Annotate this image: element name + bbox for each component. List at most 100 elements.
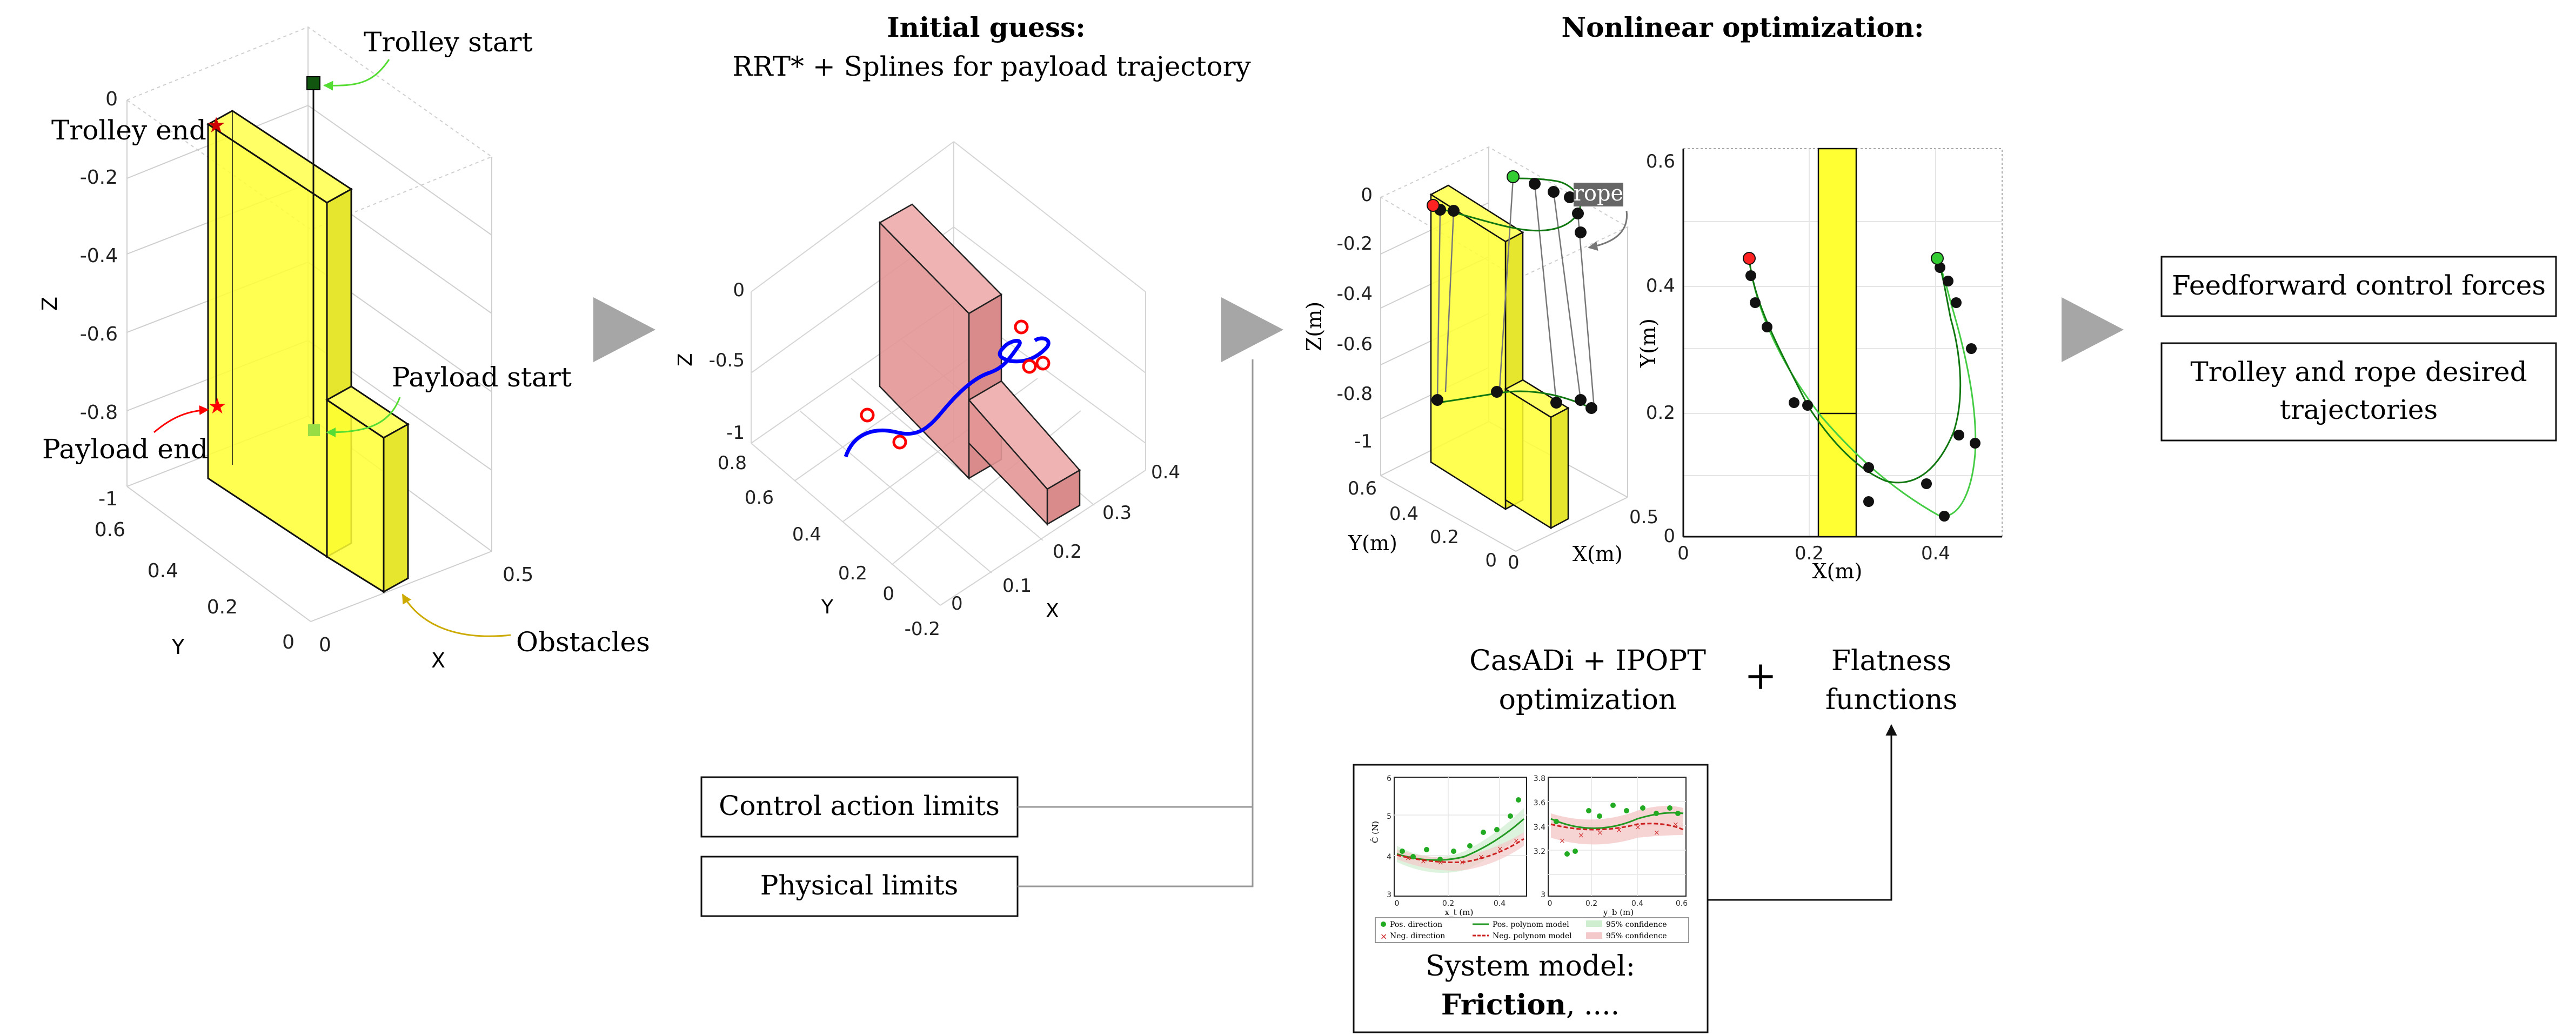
trolley-end-label: Trolley end xyxy=(51,115,206,146)
svg-text:0.4: 0.4 xyxy=(1646,275,1675,297)
opt-obstacle-short xyxy=(1504,379,1570,530)
friction-plot-right: ×× × × ××× 3.8 3.6 3.4 3.2 3 0 0.2 0.4 0.6 … xyxy=(1534,774,1688,917)
svg-text:-0.4: -0.4 xyxy=(1337,283,1373,305)
svg-text:0: 0 xyxy=(1508,552,1520,573)
svg-text:0.4: 0.4 xyxy=(1631,899,1643,908)
svg-text:×: × xyxy=(1497,845,1503,853)
svg-text:0.4: 0.4 xyxy=(1389,503,1419,525)
x-axis-label-2: X xyxy=(1046,600,1059,622)
svg-text:0.2: 0.2 xyxy=(207,596,238,618)
x-ticks: 0 0.5 xyxy=(319,564,533,656)
svg-text:-0.2: -0.2 xyxy=(905,618,940,640)
svg-text:Pos. direction: Pos. direction xyxy=(1390,920,1442,929)
obstacle-red xyxy=(878,203,1081,526)
flow-arrow-2 xyxy=(1221,297,1283,362)
plus-sign: + xyxy=(1744,653,1777,698)
svg-text:×: × xyxy=(1437,858,1444,867)
topview-plot: 0 0.2 0.4 0.6 Y(m) 0 0.2 0.4 X(m) xyxy=(1636,148,2003,583)
rope-label: rope xyxy=(1574,181,1623,206)
svg-text:0.4: 0.4 xyxy=(1921,543,1950,564)
svg-text:0.2: 0.2 xyxy=(1430,526,1459,548)
control-limits-label: Control action limits xyxy=(719,790,1000,822)
optimization-title: Nonlinear optimization: xyxy=(1561,11,1924,43)
payload-path-3d xyxy=(1437,390,1592,409)
svg-text:-0.6: -0.6 xyxy=(1337,333,1373,355)
opt-x-label: X(m) xyxy=(1573,542,1623,566)
svg-text:0.8: 0.8 xyxy=(718,452,747,474)
z-axis-label: Z xyxy=(38,297,62,311)
svg-text:×: × xyxy=(1597,829,1603,837)
svg-text:3.4: 3.4 xyxy=(1534,823,1545,832)
trolley-path xyxy=(1437,177,1581,232)
svg-text:x_t (m): x_t (m) xyxy=(1445,907,1474,917)
svg-text:0.5: 0.5 xyxy=(503,564,533,586)
x-axis-label: X xyxy=(431,649,445,672)
rope-tag xyxy=(1574,183,1623,206)
svg-text:Ĉ (N): Ĉ (N) xyxy=(1370,821,1380,843)
svg-text:-0.6: -0.6 xyxy=(80,323,118,345)
svg-text:Neg. polynom model: Neg. polynom model xyxy=(1493,932,1572,940)
svg-text:-1: -1 xyxy=(1354,431,1373,452)
svg-text:0.6: 0.6 xyxy=(1676,899,1688,908)
payload-start-marker xyxy=(308,424,320,436)
svg-text:y_b (m): y_b (m) xyxy=(1603,907,1634,917)
svg-text:×: × xyxy=(1478,853,1484,862)
z-ticks-2: 0 -0.5 -1 xyxy=(709,279,745,444)
svg-text:0: 0 xyxy=(319,634,331,656)
svg-text:Pos. polynom model: Pos. polynom model xyxy=(1493,920,1569,929)
obstacles-label: Obstacles xyxy=(516,626,650,658)
feedforward-box xyxy=(2160,256,2557,317)
svg-text:3: 3 xyxy=(1541,891,1545,899)
svg-text:95% confidence: 95% confidence xyxy=(1606,920,1667,929)
panel-setup: ★ ★ Trolley start Trolley end Payload st… xyxy=(38,26,650,672)
svg-text:-1: -1 xyxy=(98,488,118,510)
svg-text:×: × xyxy=(1459,858,1466,867)
limits-connector xyxy=(1018,806,1254,887)
svg-text:3: 3 xyxy=(1387,891,1391,899)
trajectories-label-1: Trolley and rope desired xyxy=(2190,356,2527,388)
svg-text:0: 0 xyxy=(1361,184,1373,206)
obstacle-short xyxy=(325,385,410,593)
svg-text:0.6: 0.6 xyxy=(1348,478,1377,499)
trajectories-label-2: trajectories xyxy=(2280,394,2438,425)
svg-text:0.3: 0.3 xyxy=(1102,502,1132,524)
svg-text:0.1: 0.1 xyxy=(1002,575,1032,597)
svg-text:0.2: 0.2 xyxy=(1795,543,1824,564)
svg-text:-0.8: -0.8 xyxy=(1337,383,1373,405)
casadi-label: CasADi + IPOPT xyxy=(1469,645,1706,677)
svg-text:×: × xyxy=(1635,823,1641,832)
svg-text:×: × xyxy=(1616,826,1622,834)
outputs: Feedforward control forces Trolley and r… xyxy=(2160,256,2557,442)
trajectories-box xyxy=(2160,342,2557,442)
svg-text:×: × xyxy=(1405,854,1411,863)
physical-limits-label: Physical limits xyxy=(760,870,959,901)
flow-arrow-3 xyxy=(2062,297,2124,362)
trolley-start-label: Trolley start xyxy=(364,26,533,58)
svg-text:0: 0 xyxy=(1663,525,1675,547)
svg-text:-0.2: -0.2 xyxy=(80,166,118,189)
rope-lines xyxy=(1436,178,1595,409)
y-ticks: 0.6 0.4 0.2 0 xyxy=(95,519,295,653)
svg-text:0: 0 xyxy=(105,88,118,110)
rope-pointer xyxy=(1588,210,1628,251)
opt-x-ticks: 0 0.5 xyxy=(1508,506,1658,573)
y-ticks-2: 0.8 0.6 0.4 0.2 0 -0.2 xyxy=(718,452,940,640)
svg-text:0.6: 0.6 xyxy=(745,487,774,509)
topview-nodes xyxy=(1745,262,1980,522)
svg-text:6: 6 xyxy=(1387,774,1391,783)
z-axis-label-2: Z xyxy=(674,353,697,366)
system-model-friction: Friction, .... xyxy=(1441,989,1620,1021)
svg-text:×: × xyxy=(1672,820,1679,829)
y-axis-label-2: Y xyxy=(821,596,834,618)
svg-text:0: 0 xyxy=(1548,899,1553,908)
svg-text:-0.5: -0.5 xyxy=(709,350,745,371)
payload-trajectory xyxy=(844,336,1051,458)
payload-end-label: Payload end xyxy=(42,433,208,465)
svg-text:0: 0 xyxy=(882,583,894,605)
opt-trolley-start xyxy=(1507,170,1520,183)
svg-text:0.4: 0.4 xyxy=(148,560,178,582)
opt-y-ticks: 0.6 0.4 0.2 0 xyxy=(1348,478,1497,571)
z-ticks: 0 -0.2 -0.4 -0.6 -0.8 -1 xyxy=(80,88,118,510)
svg-text:×: × xyxy=(1559,837,1565,845)
control-limits-box xyxy=(700,776,1019,838)
